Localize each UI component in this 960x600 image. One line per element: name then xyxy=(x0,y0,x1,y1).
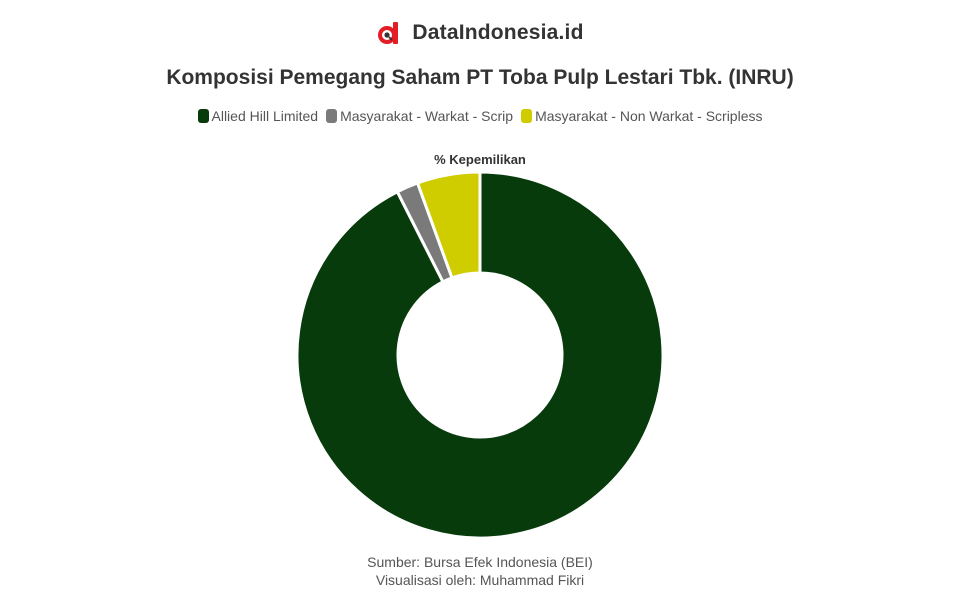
legend-item-allied-hill[interactable]: Allied Hill Limited xyxy=(197,108,319,124)
legend-item-scripless[interactable]: Masyarakat - Non Warkat - Scripless xyxy=(521,108,763,124)
legend-swatch-scripless xyxy=(521,109,533,123)
brand-name[interactable]: DataIndonesia.id xyxy=(412,21,584,44)
credit-note: Visualisasi oleh: Muhammad Fikri xyxy=(375,572,585,588)
chart-title: Komposisi Pemegang Saham PT Toba Pulp Le… xyxy=(166,66,794,89)
legend-label-allied-hill: Allied Hill Limited xyxy=(211,108,319,124)
legend-item-warkat-scrip[interactable]: Masyarakat - Warkat - Scrip xyxy=(326,108,513,124)
source-note: Sumber: Bursa Efek Indonesia (BEI) xyxy=(367,554,593,570)
chart-subtitle: % Kepemilikan xyxy=(434,152,526,167)
chart-legend: Allied Hill Limited Masyarakat - Warkat … xyxy=(0,108,960,124)
datandonesia-logo-icon xyxy=(378,22,399,44)
brand-header: DataIndonesia.id xyxy=(0,20,960,46)
donut-slice-masyarakat-non-warkat-scripless[interactable] xyxy=(416,170,482,280)
legend-swatch-warkat-scrip xyxy=(326,109,338,123)
legend-swatch-allied-hill xyxy=(197,109,209,123)
legend-label-scripless: Masyarakat - Non Warkat - Scripless xyxy=(535,108,763,124)
donut-slice-allied-hill-limited[interactable] xyxy=(295,170,665,540)
chart-footer: Sumber: Bursa Efek Indonesia (BEI) Visua… xyxy=(0,553,960,589)
legend-label-warkat-scrip: Masyarakat - Warkat - Scrip xyxy=(340,108,514,124)
